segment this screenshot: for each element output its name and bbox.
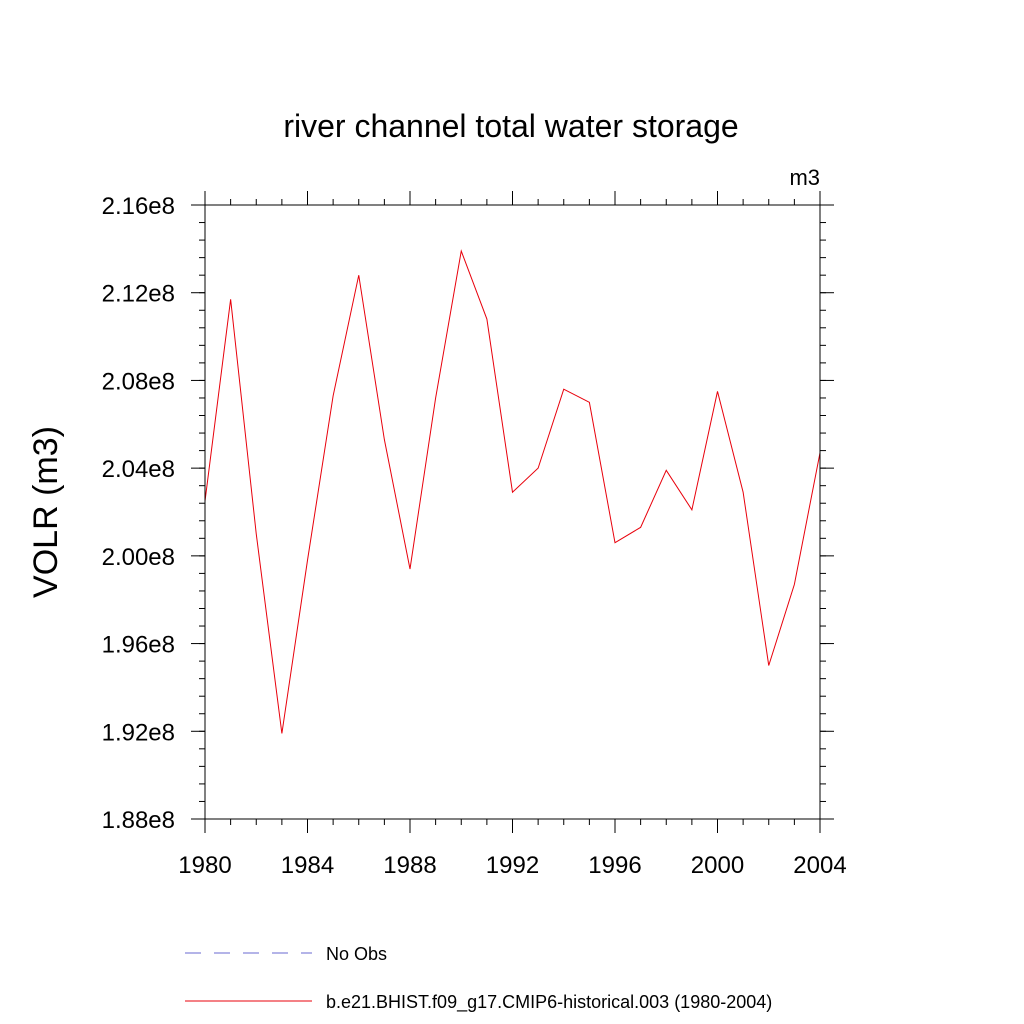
x-tick-label: 2000 xyxy=(691,852,744,879)
y-tick-label: 2.04e8 xyxy=(102,456,175,483)
legend-label-model: b.e21.BHIST.f09_g17.CMIP6-historical.003… xyxy=(326,992,772,1013)
x-tick-label: 1988 xyxy=(383,852,436,879)
x-tick-label: 1984 xyxy=(281,852,334,879)
legend-label-no-obs: No Obs xyxy=(326,944,387,964)
y-tick-label: 2.00e8 xyxy=(102,544,175,571)
y-tick-label: 1.96e8 xyxy=(102,632,175,659)
y-tick-label: 2.16e8 xyxy=(102,193,175,220)
units-label: m3 xyxy=(789,165,820,190)
series-layer xyxy=(204,249,821,734)
x-axis: 1980 1984 1988 1992 1996 2000 2004 xyxy=(178,191,847,879)
series-line-0 xyxy=(204,249,821,734)
y-axis-label: VOLR (m3) xyxy=(27,426,65,598)
chart-title: river channel total water storage xyxy=(283,108,738,144)
x-tick-label: 1980 xyxy=(178,852,231,879)
plot-frame xyxy=(204,204,821,820)
y-tick-label: 2.08e8 xyxy=(102,368,175,395)
y-tick-label: 2.12e8 xyxy=(102,281,175,308)
y-tick-label: 1.92e8 xyxy=(102,719,175,746)
y-axis: 1.88e8 1.92e8 1.96e8 2.00e8 2.04e8 2.08e8 2.12… xyxy=(102,193,834,834)
legend: No Obs b.e21.BHIST.f09_g17.CMIP6-histori… xyxy=(185,944,772,1013)
x-tick-label: 1996 xyxy=(588,852,641,879)
y-tick-label: 1.88e8 xyxy=(102,807,175,834)
x-tick-label: 2004 xyxy=(793,852,846,879)
x-tick-label: 1992 xyxy=(486,852,539,879)
